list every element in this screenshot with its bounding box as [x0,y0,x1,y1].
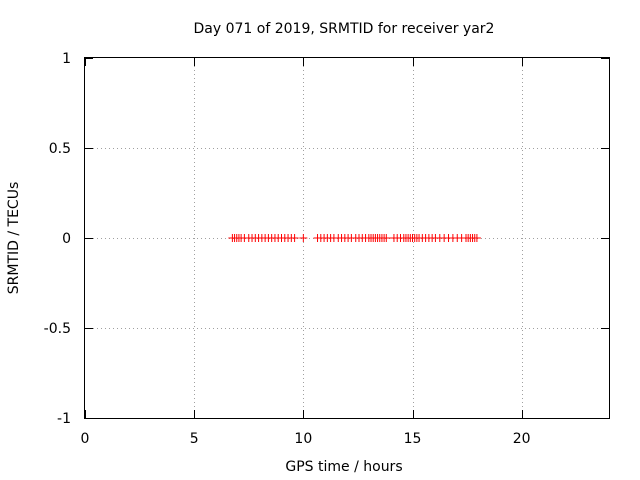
data-points [228,234,481,242]
x-tick-label: 15 [404,431,422,447]
plot-frame [84,57,610,419]
x-axis-label: GPS time / hours [285,459,402,475]
x-tick-label: 20 [513,431,531,447]
tick-labels: 0 5 10 15 20 -1 -0.5 0 0.5 1 [44,51,531,447]
axis-ticks [85,58,609,419]
y-tick-label: -1 [57,411,71,427]
data-point [472,234,481,242]
data-point [382,234,391,242]
y-tick-label: 1 [62,51,71,67]
y-tick-label: -0.5 [44,321,71,337]
data-point [299,234,308,242]
chart-title: Day 071 of 2019, SRMTID for receiver yar… [194,21,495,37]
y-tick-label: 0 [62,231,71,247]
y-axis-label: SRMTID / TECUs [6,182,22,295]
data-point [290,234,299,242]
y-tick-label: 0.5 [49,141,71,157]
x-tick-label: 0 [81,431,90,447]
x-tick-label: 10 [294,431,312,447]
x-tick-label: 5 [190,431,199,447]
